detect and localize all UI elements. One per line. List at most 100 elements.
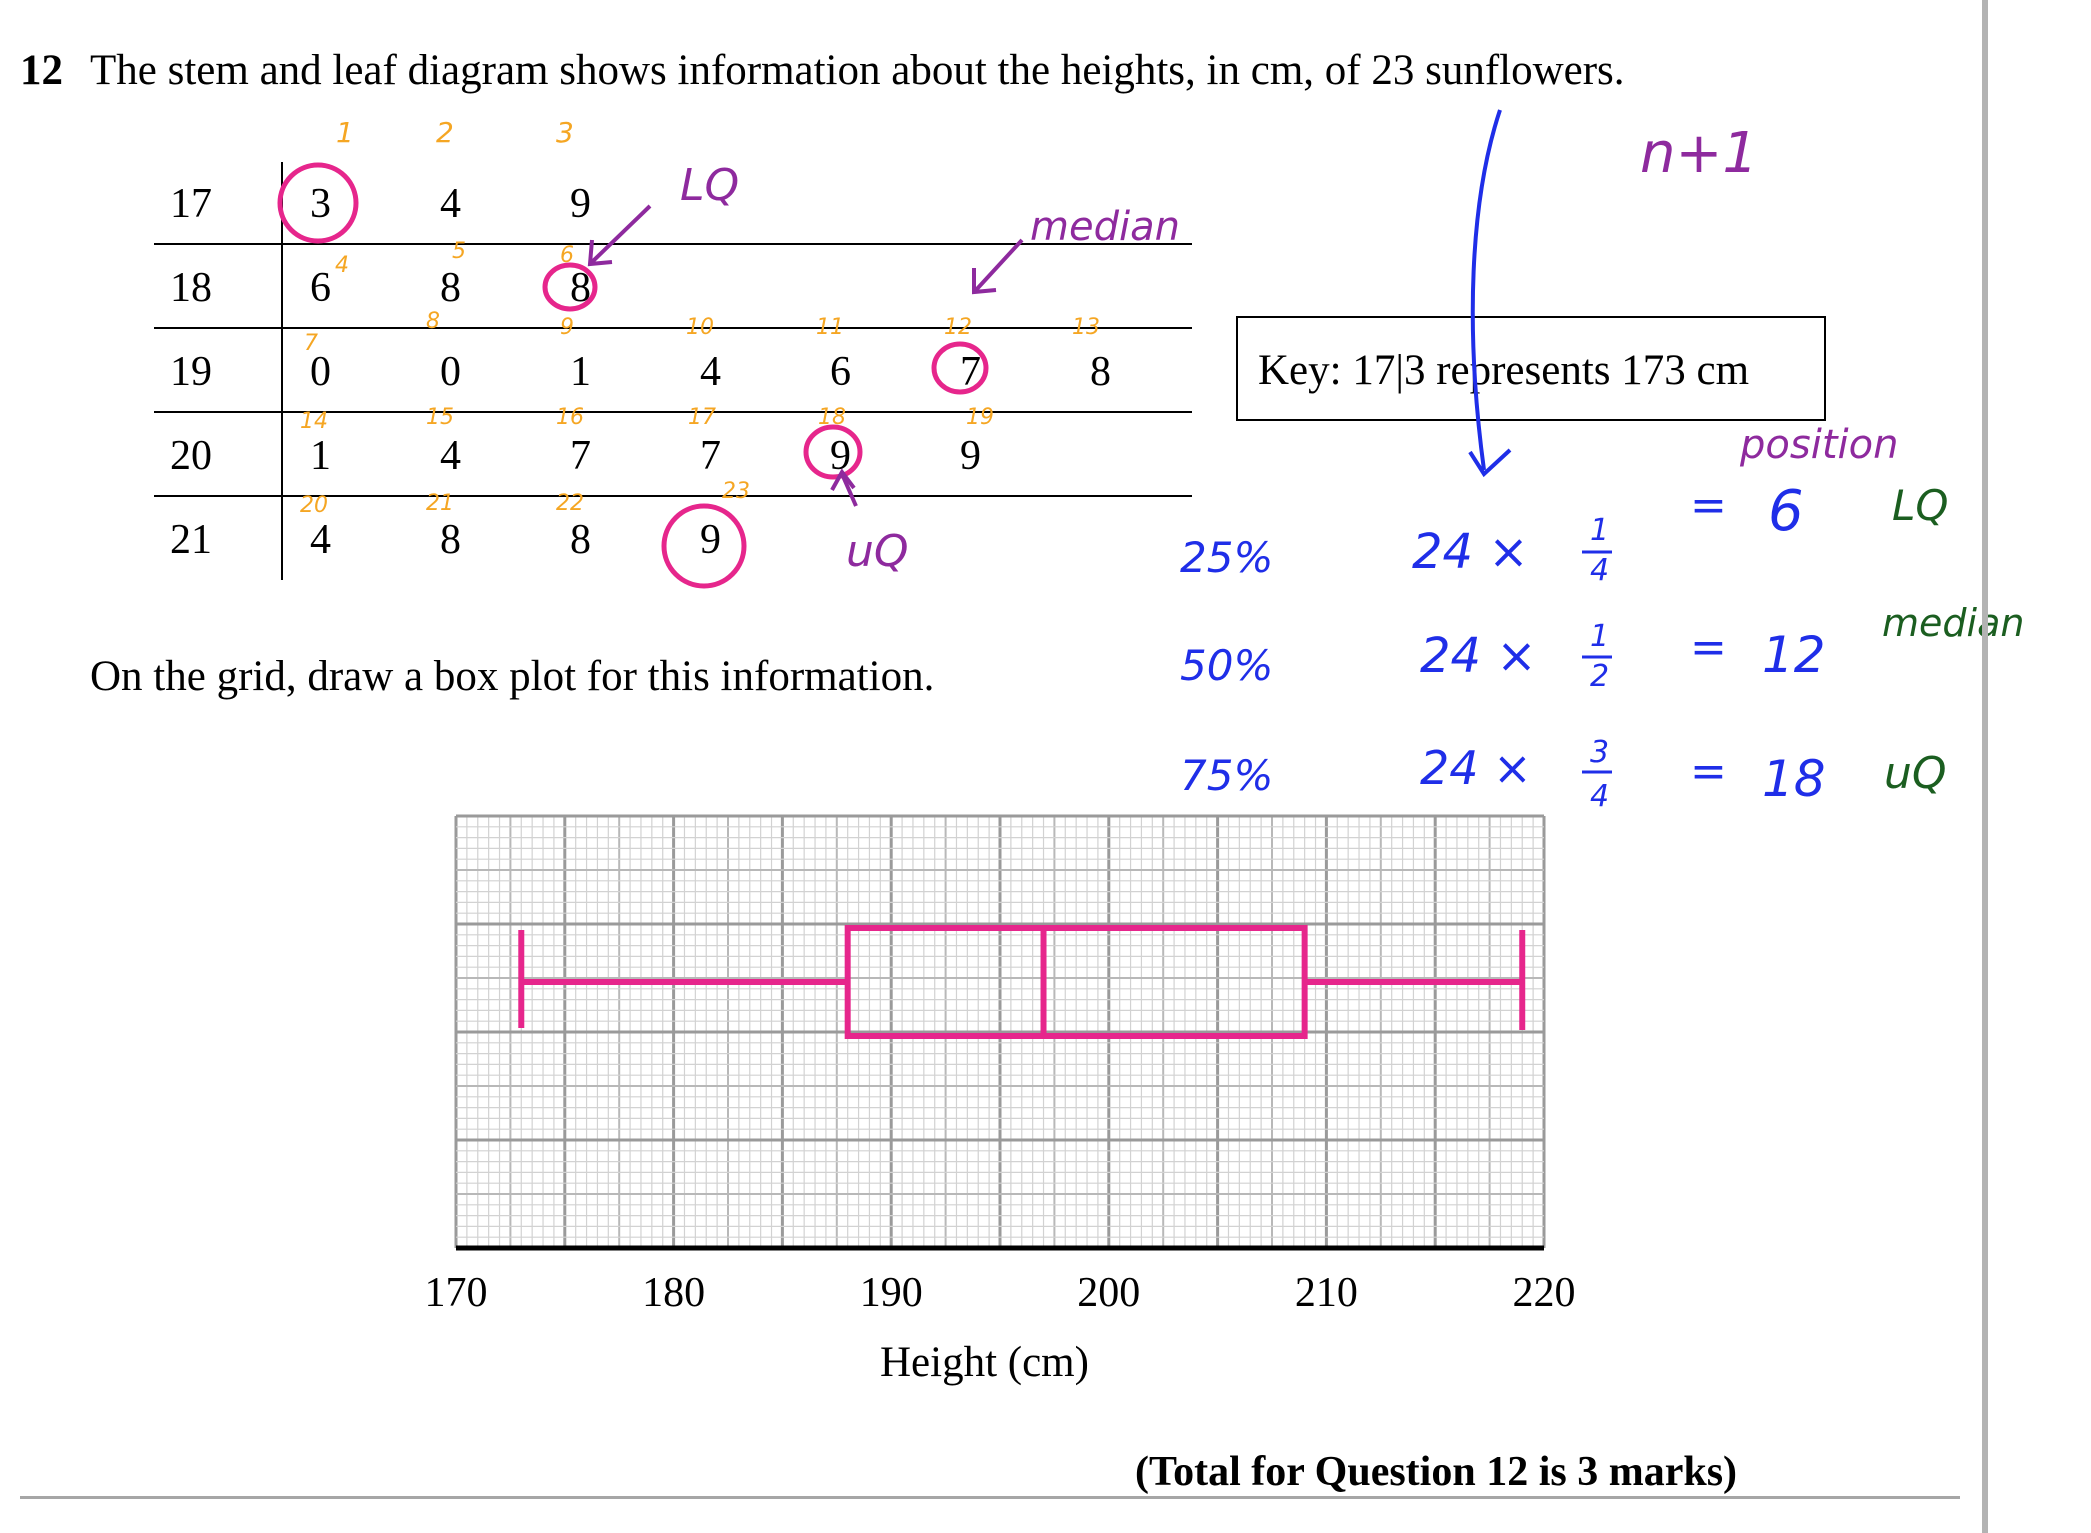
- x-tick-label: 200: [1077, 1270, 1140, 1316]
- svg-text:6: 6: [560, 243, 574, 268]
- svg-text:2: 2: [1590, 659, 1609, 694]
- stem-value: 19: [170, 349, 212, 395]
- x-tick-label: 180: [642, 1270, 705, 1316]
- pink-circles: [277, 162, 989, 589]
- leaf-value: 8: [570, 517, 591, 563]
- svg-text:19: 19: [966, 405, 994, 430]
- leaf-value: 7: [960, 349, 981, 395]
- leaf-value: 7: [570, 433, 591, 479]
- handwritten-text: 1 2 3 4 5 6 7 8 9 10 11 12 13 14 15 16 1…: [300, 116, 2024, 814]
- leaf-value: 8: [440, 265, 461, 311]
- x-tick-label: 190: [860, 1270, 923, 1316]
- svg-text:4: 4: [335, 253, 349, 278]
- svg-text:22: 22: [556, 491, 584, 516]
- leaf-value: 4: [310, 517, 331, 563]
- stem-value: 18: [170, 265, 212, 311]
- leaf-value: 4: [700, 349, 721, 395]
- svg-text:12: 12: [1762, 626, 1826, 684]
- svg-text:1: 1: [1590, 513, 1609, 548]
- question-text: The stem and leaf diagram shows informat…: [90, 47, 1625, 94]
- leaf-value: 9: [570, 181, 591, 227]
- stem-value: 17: [170, 181, 212, 227]
- svg-text:11: 11: [816, 315, 844, 340]
- leaf-value: 9: [830, 433, 851, 479]
- leaf-value: 7: [700, 433, 721, 479]
- svg-text:7: 7: [304, 331, 318, 356]
- leaf-value: 8: [570, 265, 591, 311]
- svg-text:uQ: uQ: [1884, 748, 1947, 799]
- leaf-value: 6: [830, 349, 851, 395]
- leaf-value: 0: [440, 349, 461, 395]
- leaf-value: 9: [960, 433, 981, 479]
- key-text: Key: 17|3 represents 173 cm: [1258, 347, 1750, 394]
- question-number: 12: [20, 47, 63, 94]
- x-tick-label: 210: [1295, 1270, 1358, 1316]
- bottom-divider: [20, 1496, 1960, 1499]
- x-axis-label: Height (cm): [880, 1339, 1089, 1386]
- svg-text:18: 18: [818, 405, 846, 430]
- svg-text:=: =: [1690, 746, 1727, 797]
- leaf-value: 8: [440, 517, 461, 563]
- right-margin-bar: [1982, 0, 1988, 1533]
- svg-text:12: 12: [944, 315, 972, 340]
- svg-text:4: 4: [1590, 779, 1609, 814]
- svg-text:4: 4: [1590, 553, 1609, 588]
- leaf-value: 4: [440, 181, 461, 227]
- svg-text:18: 18: [1762, 750, 1826, 808]
- svg-text:16: 16: [556, 405, 584, 430]
- svg-text:25%: 25%: [1180, 533, 1273, 582]
- svg-text:21: 21: [426, 491, 454, 516]
- svg-text:8: 8: [426, 309, 440, 334]
- blue-arrow: [1468, 109, 1512, 478]
- leaf-value: 1: [310, 433, 331, 479]
- leaf-value: 3: [310, 181, 331, 227]
- svg-text:uQ: uQ: [846, 526, 909, 577]
- svg-text:13: 13: [1072, 315, 1100, 340]
- instruction-text: On the grid, draw a box plot for this in…: [90, 653, 935, 700]
- svg-text:n+1: n+1: [1640, 121, 1758, 186]
- svg-text:position: position: [1739, 422, 1898, 468]
- svg-text:3: 3: [1590, 735, 1609, 770]
- svg-text:median: median: [1882, 601, 2024, 645]
- leaf-value: 4: [440, 433, 461, 479]
- svg-text:6: 6: [1768, 479, 1804, 544]
- svg-text:24 ×: 24 ×: [1420, 741, 1532, 795]
- svg-text:2: 2: [436, 116, 454, 149]
- leaf-value: 8: [1090, 349, 1111, 395]
- svg-text:LQ: LQ: [680, 160, 739, 211]
- total-marks: (Total for Question 12 is 3 marks): [1135, 1449, 1738, 1495]
- stem-value: 21: [170, 517, 212, 563]
- purple-arrows: [587, 204, 1024, 507]
- svg-text:=: =: [1690, 622, 1727, 673]
- svg-text:=: =: [1690, 480, 1727, 531]
- leaf-value: 0: [310, 349, 331, 395]
- svg-text:3: 3: [556, 116, 574, 149]
- svg-text:9: 9: [560, 315, 574, 340]
- leaf-value: 1: [570, 349, 591, 395]
- x-tick-label: 220: [1513, 1270, 1576, 1316]
- leaf-value: 9: [700, 517, 721, 563]
- stem-value: 20: [170, 433, 212, 479]
- leaf-value: 6: [310, 265, 331, 311]
- svg-text:75%: 75%: [1180, 751, 1273, 800]
- svg-text:10: 10: [686, 315, 714, 340]
- svg-text:24 ×: 24 ×: [1420, 628, 1537, 684]
- svg-text:23: 23: [722, 479, 750, 504]
- svg-text:15: 15: [426, 405, 454, 430]
- svg-text:17: 17: [688, 405, 716, 430]
- svg-text:1: 1: [1590, 619, 1609, 654]
- svg-text:median: median: [1030, 204, 1180, 250]
- svg-text:50%: 50%: [1180, 641, 1273, 690]
- svg-text:20: 20: [300, 493, 328, 518]
- x-tick-label: 170: [425, 1270, 488, 1316]
- svg-text:24 ×: 24 ×: [1412, 524, 1529, 580]
- svg-text:5: 5: [452, 239, 466, 264]
- svg-text:1: 1: [336, 116, 354, 149]
- stem-leaf-diagram: 17 3 4 9 18 6 8 8 19 0 0 1 4 6 7 8 20 1 4 7 7 9 9 21 4 8 8 9: [0, 0, 1220, 600]
- svg-text:14: 14: [300, 409, 328, 434]
- fraction-bars: [1582, 550, 1612, 774]
- svg-text:LQ: LQ: [1892, 481, 1948, 530]
- key-box: [1236, 316, 1826, 421]
